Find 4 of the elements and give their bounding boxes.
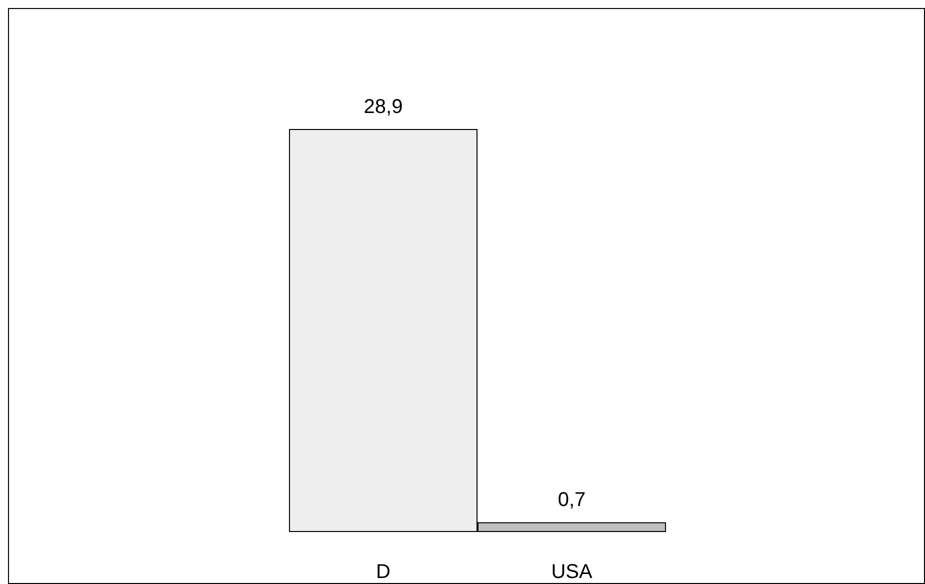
- x-tick-label: D: [376, 561, 390, 583]
- data-label: 0,7: [558, 489, 586, 512]
- data-label: 28,9: [364, 96, 403, 118]
- x-tick-label: USA: [551, 561, 593, 583]
